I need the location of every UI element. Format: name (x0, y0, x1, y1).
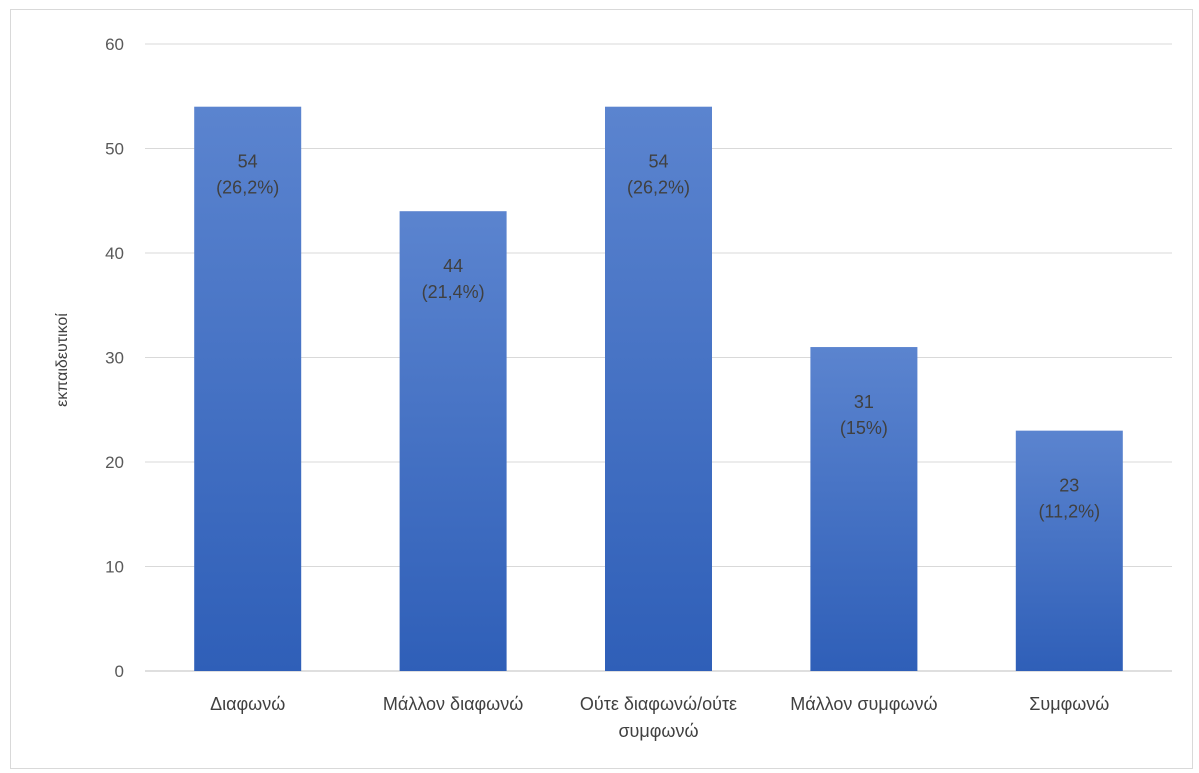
x-category-label: Συμφωνώ (1029, 694, 1109, 714)
bar-data-label: 23 (1059, 476, 1079, 496)
bar-data-label: 31 (854, 392, 874, 412)
bar-data-label: (26,2%) (216, 178, 279, 198)
bar (810, 347, 918, 671)
x-category-label: Διαφωνώ (210, 694, 285, 714)
bar (1015, 430, 1123, 671)
y-tick-label: 0 (115, 662, 124, 681)
x-axis-labels: Διαφωνώ Μάλλον διαφωνώ Ούτε διαφωνώ/ούτε συ… (210, 694, 1109, 741)
y-tick-label: 10 (105, 558, 124, 577)
bars (194, 106, 1123, 671)
y-tick-label: 40 (105, 244, 124, 263)
bar-data-label: 44 (443, 256, 463, 276)
bar (194, 106, 302, 671)
bar-data-label: (15%) (840, 418, 888, 438)
bar-data-label: (11,2%) (1038, 502, 1100, 522)
bar-data-label: 54 (238, 152, 258, 172)
bar (399, 211, 507, 671)
bar-data-label: 54 (648, 152, 668, 172)
bar-data-label: (21,4%) (422, 282, 485, 302)
y-axis-ticks: 0 10 20 30 40 50 60 (105, 35, 124, 681)
x-category-label: Μάλλον διαφωνώ (383, 694, 523, 714)
y-tick-label: 30 (105, 349, 124, 368)
y-tick-label: 20 (105, 453, 124, 472)
x-category-label: συμφωνώ (618, 721, 698, 741)
bar (605, 106, 712, 671)
x-category-label: Μάλλον συμφωνώ (790, 694, 937, 714)
y-tick-label: 60 (105, 35, 124, 54)
bar-data-label: (26,2%) (627, 178, 690, 198)
y-axis-title: εκπαιδευτικοί (54, 313, 71, 407)
y-tick-label: 50 (105, 140, 124, 159)
data-labels: 54 (26,2%) 44 (21,4%) 54 (26,2%) 31 (15%) 23 (11,… (216, 152, 1100, 522)
x-category-label: Ούτε διαφωνώ/ούτε (580, 694, 737, 714)
